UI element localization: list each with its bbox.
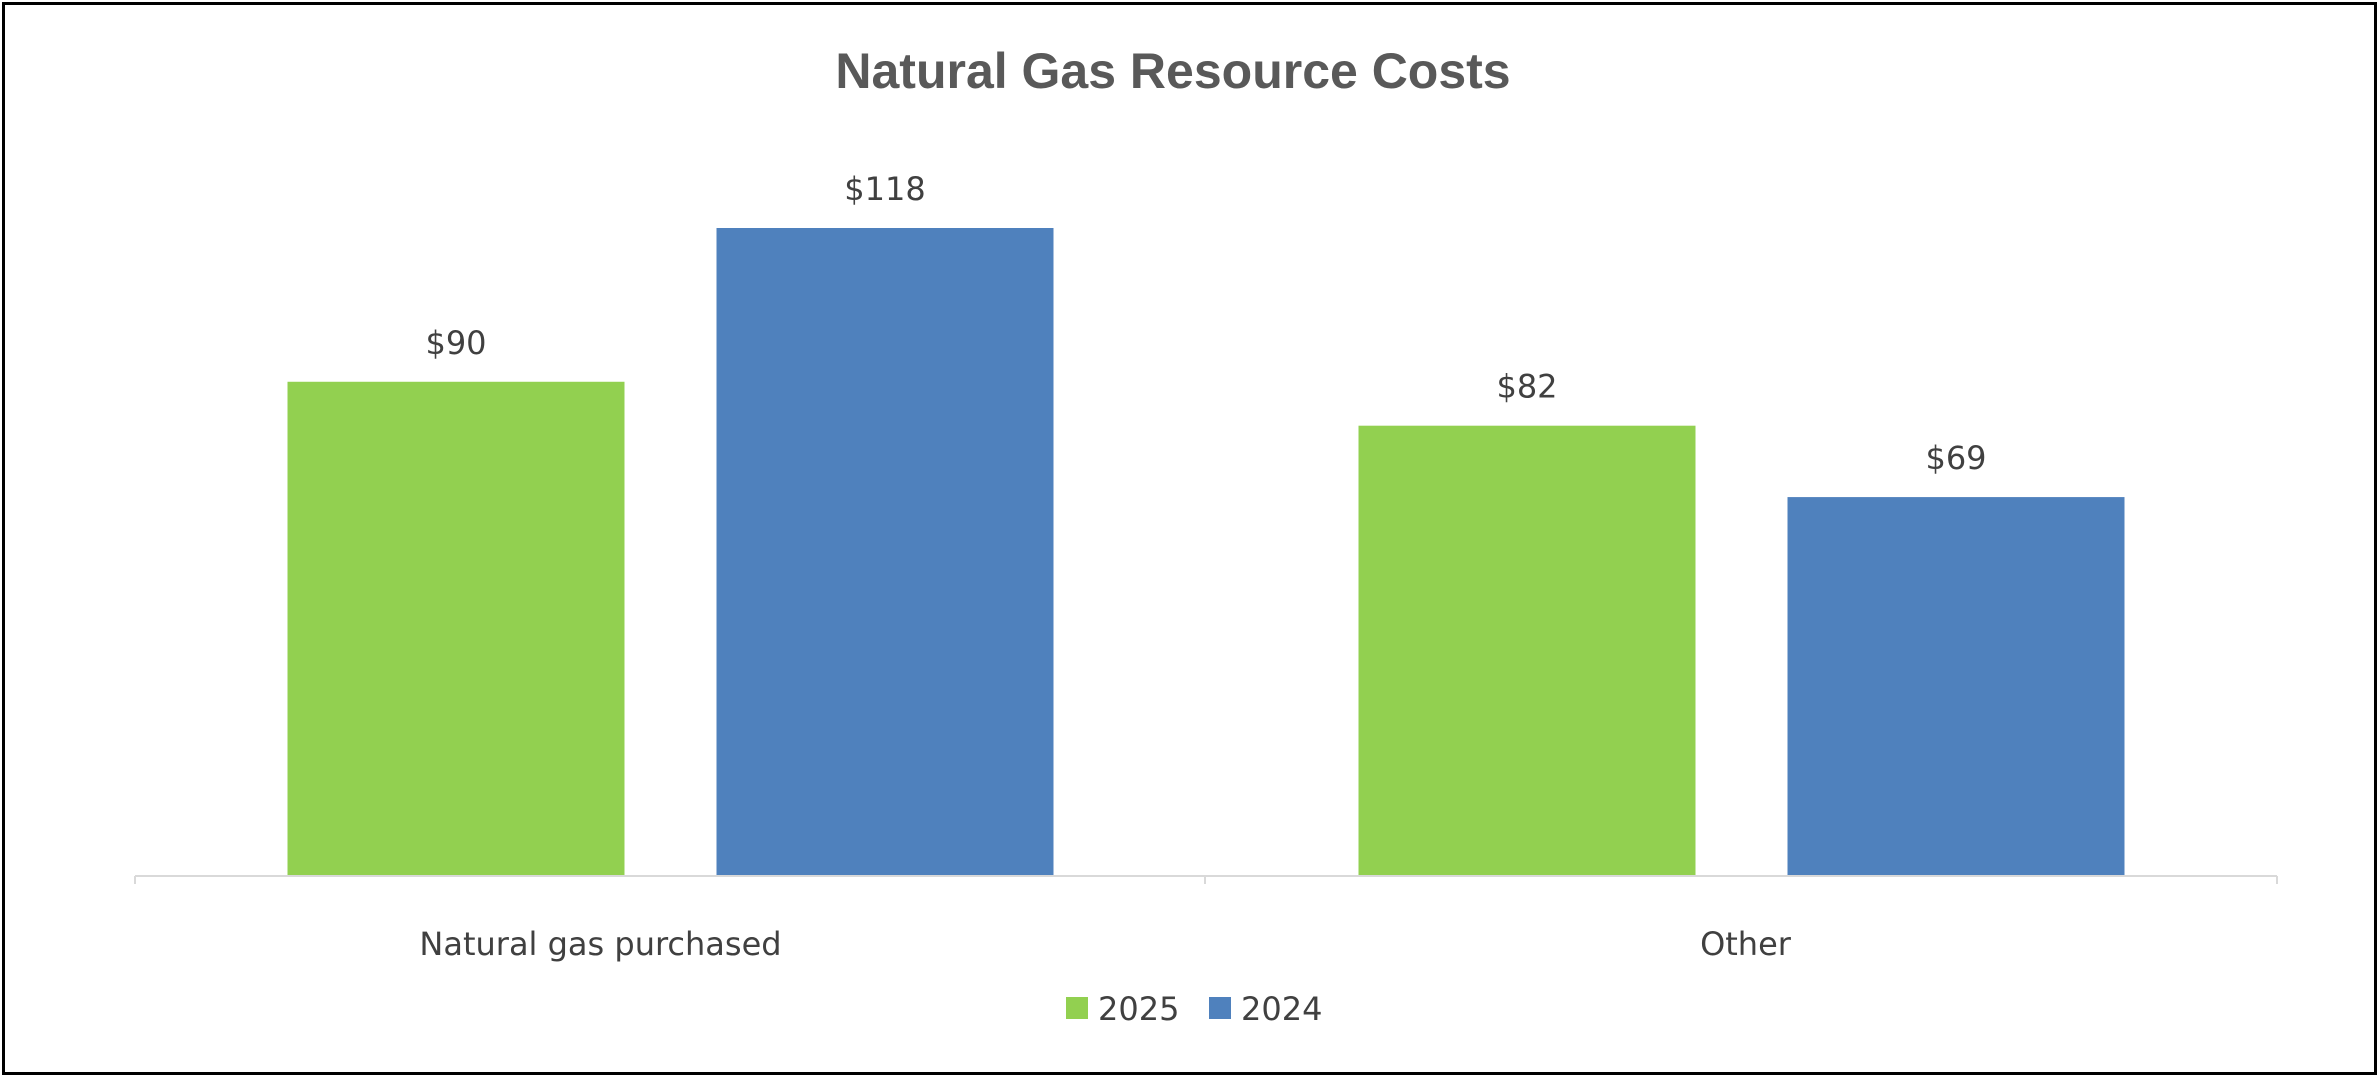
category-label: Natural gas purchased	[419, 925, 781, 963]
data-label: $90	[425, 324, 486, 362]
category-labels-layer: Natural gas purchased Other	[419, 925, 1791, 963]
data-labels-layer: $90 $118 $82 $69	[425, 170, 1986, 477]
bar-2025-1	[1358, 425, 1696, 876]
bar-2024-1	[1787, 497, 2125, 876]
legend-swatch-2024	[1209, 997, 1231, 1019]
category-label: Other	[1700, 925, 1792, 963]
legend-label-2024: 2024	[1241, 990, 1322, 1028]
data-label: $82	[1496, 368, 1557, 406]
bar-2024-0	[716, 228, 1054, 876]
legend: 2025 2024	[1066, 990, 1322, 1028]
data-label: $69	[1925, 439, 1986, 477]
data-label: $118	[844, 170, 925, 208]
bars-layer	[287, 228, 2125, 876]
legend-label-2025: 2025	[1098, 990, 1179, 1028]
bar-2025-0	[287, 381, 625, 876]
chart-title: Natural Gas Resource Costs	[835, 43, 1510, 99]
legend-swatch-2025	[1066, 997, 1088, 1019]
